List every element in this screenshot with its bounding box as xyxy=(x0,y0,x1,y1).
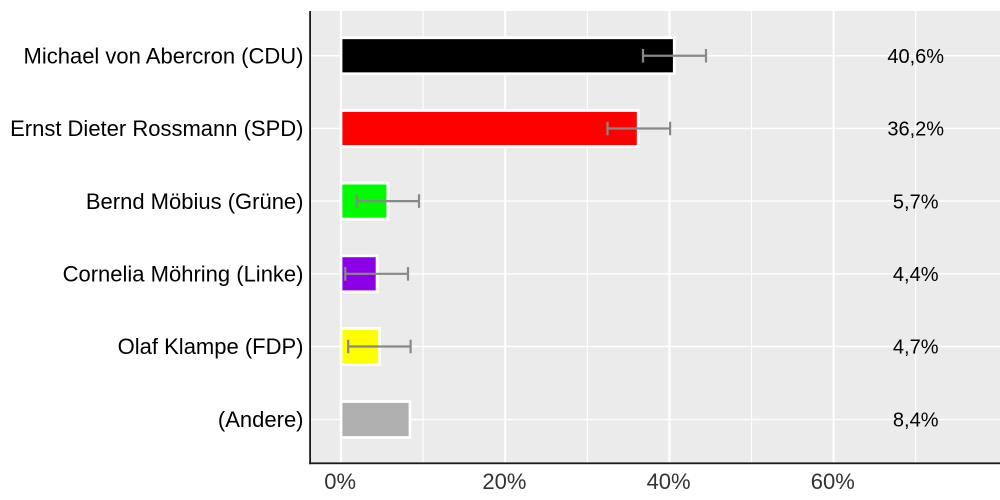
svg-text:40%: 40% xyxy=(647,469,691,494)
svg-text:0%: 0% xyxy=(324,469,356,494)
svg-text:(Andere): (Andere) xyxy=(218,407,304,432)
svg-text:4,4%: 4,4% xyxy=(893,264,939,286)
svg-text:Olaf Klampe (FDP): Olaf Klampe (FDP) xyxy=(118,334,304,359)
svg-text:Bernd Möbius (Grüne): Bernd Möbius (Grüne) xyxy=(86,189,304,214)
svg-text:Michael von Abercron (CDU): Michael von Abercron (CDU) xyxy=(24,43,304,68)
svg-text:60%: 60% xyxy=(811,469,855,494)
svg-text:36,2%: 36,2% xyxy=(887,119,944,141)
svg-text:Cornelia Möhring (Linke): Cornelia Möhring (Linke) xyxy=(63,262,304,287)
svg-text:40,6%: 40,6% xyxy=(887,46,944,68)
svg-text:5,7%: 5,7% xyxy=(893,191,939,213)
svg-text:4,7%: 4,7% xyxy=(893,337,939,359)
svg-text:Ernst Dieter Rossmann (SPD): Ernst Dieter Rossmann (SPD) xyxy=(10,116,303,141)
svg-text:20%: 20% xyxy=(482,469,526,494)
svg-text:8,4%: 8,4% xyxy=(893,410,939,432)
